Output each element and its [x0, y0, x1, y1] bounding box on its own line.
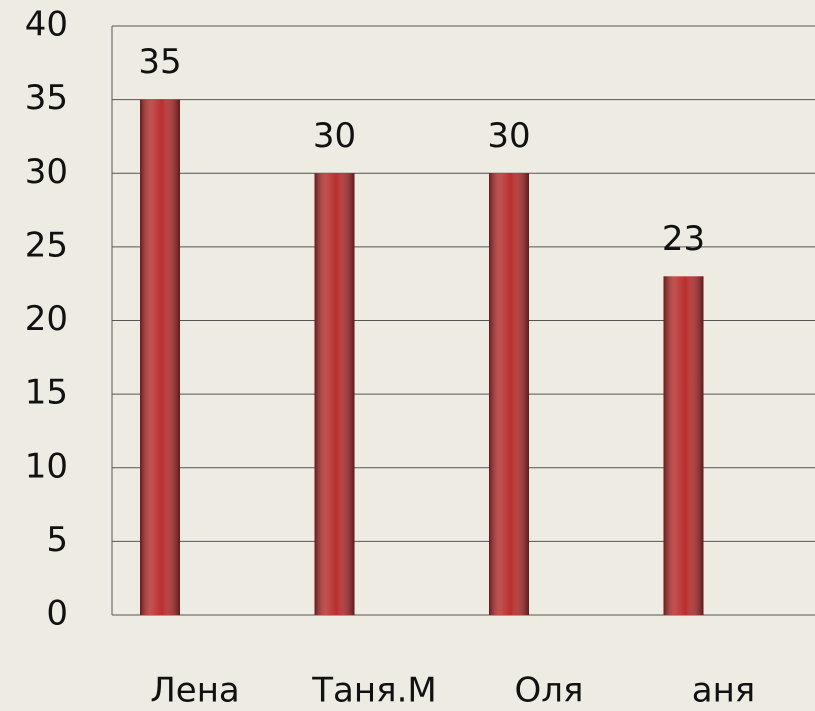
- y-tick-label: 35: [25, 78, 68, 118]
- x-tick-label: Лена: [150, 671, 240, 711]
- bar-shade: [663, 276, 704, 615]
- data-label: 35: [138, 42, 181, 82]
- bar-shade: [140, 99, 180, 615]
- x-tick-label: Таня.М: [311, 671, 436, 711]
- bar-shade: [314, 173, 355, 615]
- data-label: 30: [313, 116, 356, 156]
- data-label: 23: [662, 219, 705, 259]
- bar-shade: [489, 173, 529, 615]
- y-tick-label: 0: [46, 594, 68, 634]
- y-tick-label: 5: [46, 520, 68, 560]
- y-tick-label: 30: [25, 152, 68, 192]
- y-tick-label: 20: [25, 299, 68, 339]
- data-label: 30: [487, 116, 530, 156]
- y-tick-label: 40: [25, 5, 68, 45]
- x-tick-label: аня: [692, 671, 756, 711]
- y-tick-label: 10: [25, 446, 68, 486]
- x-tick-label: Оля: [515, 671, 584, 711]
- y-tick-label: 15: [25, 373, 68, 413]
- y-tick-label: 25: [25, 225, 68, 265]
